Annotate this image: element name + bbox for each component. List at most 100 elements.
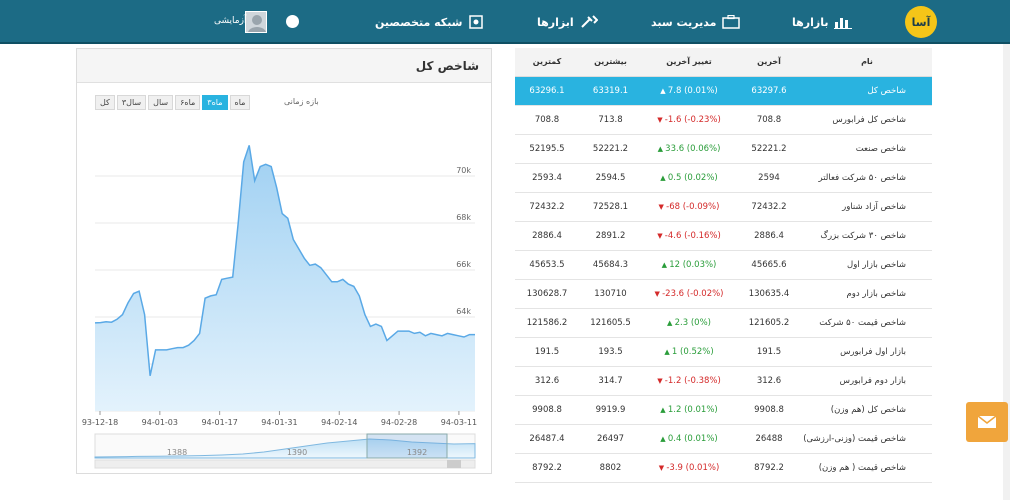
x-tick-label: 94-01-03 bbox=[142, 418, 178, 427]
y-tick-label: 70k bbox=[456, 166, 471, 175]
row-name: شاخص کل فرابورس bbox=[802, 105, 932, 135]
arrow-up-icon: ▲ bbox=[660, 173, 668, 182]
arrow-up-icon: ▲ bbox=[660, 405, 668, 414]
row-low: 45653.5 bbox=[515, 250, 579, 280]
x-tick-label: 94-02-28 bbox=[381, 418, 417, 427]
row-high: 713.8 bbox=[579, 105, 642, 135]
table-row[interactable]: شاخص قیمت ( هم وزن) 8792.2 ▼ -3.9 (0.01%) 8… bbox=[515, 453, 932, 483]
arrow-up-icon: ▲ bbox=[657, 144, 666, 153]
table-row[interactable]: شاخص قیمت ۵۰ شرکت 121605.2 ▲ 2.3 (0%) 12160… bbox=[515, 308, 932, 338]
range-button[interactable]: ماه bbox=[229, 95, 251, 110]
logo-text: آسا bbox=[911, 15, 931, 29]
row-change: ▲ 2.3 (0%) bbox=[642, 308, 736, 338]
nav-tools[interactable]: ابزارها bbox=[537, 0, 598, 44]
table-row[interactable]: شاخص آزاد شناور 72432.2 ▼ -68 (-0.09%) 7252… bbox=[515, 192, 932, 222]
table-row[interactable]: شاخص ۵۰ شرکت فعالتر 2594 ▲ 0.5 (0.02%) 2594… bbox=[515, 163, 932, 193]
table-row[interactable]: بازار اول فرابورس 191.5 ▲ 1 (0.52%) 193.5 19… bbox=[515, 337, 932, 367]
change-value: -1.6 (-0.23%) bbox=[664, 114, 721, 125]
table-row[interactable]: شاخص ۳۰ شرکت بزرگ 2886.4 ▼ -4.6 (-0.16%) 28… bbox=[515, 221, 932, 251]
page-scrollbar[interactable] bbox=[1003, 44, 1010, 500]
range-button[interactable]: ۶ماه bbox=[175, 95, 201, 110]
table-row[interactable]: شاخص صنعت 52221.2 ▲ 33.6 (0.06%) 52221.2 521… bbox=[515, 134, 932, 164]
change-value: 33.6 (0.06%) bbox=[665, 143, 721, 154]
table-row[interactable]: شاخص کل فرابورس 708.8 ▼ -1.6 (-0.23%) 713.8… bbox=[515, 105, 932, 135]
globe-icon[interactable] bbox=[286, 15, 299, 28]
nav-portfolio[interactable]: مدیریت سبد bbox=[651, 0, 741, 44]
row-name: شاخص کل bbox=[802, 76, 932, 106]
change-value: -4.6 (-0.16%) bbox=[664, 230, 721, 241]
navigator-label: 1388 bbox=[167, 448, 187, 457]
y-tick-label: 64k bbox=[456, 307, 471, 316]
arrow-up-icon: ▲ bbox=[667, 318, 675, 327]
table-row[interactable]: شاخص قیمت (وزنی-ارزشی) 26488 ▲ 0.4 (0.01%)… bbox=[515, 424, 932, 454]
table-row[interactable]: شاخص بازار اول 45665.6 ▲ 12 (0.03%) 45684.3… bbox=[515, 250, 932, 280]
row-last: 708.8 bbox=[736, 105, 802, 135]
change-value: 7.8 (0.01%) bbox=[667, 85, 718, 96]
user-label[interactable]: آزمایشی bbox=[214, 16, 247, 26]
row-change: ▼ -68 (-0.09%) bbox=[642, 192, 736, 222]
col-name-header[interactable]: نام bbox=[802, 48, 932, 77]
range-button[interactable]: کل bbox=[95, 95, 115, 110]
row-high: 8802 bbox=[579, 453, 642, 483]
feedback-button[interactable] bbox=[966, 402, 1008, 442]
index-chart[interactable]: 60k62k64k66k68k70k93-12-1894-01-0394-01-… bbox=[77, 109, 491, 473]
change-value: -68 (-0.09%) bbox=[666, 201, 720, 212]
row-change: ▲ 0.5 (0.02%) bbox=[642, 163, 736, 193]
navigator-scrollbar bbox=[94, 459, 476, 469]
nav-markets-label: بازارها bbox=[792, 15, 829, 29]
row-name: شاخص بازار اول bbox=[802, 250, 932, 280]
row-name: شاخص کل (هم وزن) bbox=[802, 395, 932, 425]
row-name: شاخص آزاد شناور bbox=[802, 192, 932, 222]
x-tick-label: 93-12-18 bbox=[82, 418, 118, 427]
row-name: بازار دوم فرابورس bbox=[802, 366, 932, 396]
change-value: 0.4 (0.01%) bbox=[667, 433, 718, 444]
change-value: -1.2 (-0.38%) bbox=[664, 375, 721, 386]
chart-header: شاخص کل bbox=[77, 49, 491, 83]
row-last: 191.5 bbox=[736, 337, 802, 367]
table-row[interactable]: شاخص بازار دوم 130635.4 ▼ -23.6 (-0.02%) 13… bbox=[515, 279, 932, 309]
chart-title: شاخص کل bbox=[415, 59, 479, 73]
table-header-row: نام آخرین تغییر آخرین بیشترین کمترین bbox=[515, 48, 932, 77]
row-low: 312.6 bbox=[515, 366, 579, 396]
row-name: شاخص قیمت ۵۰ شرکت bbox=[802, 308, 932, 338]
row-low: 8792.2 bbox=[515, 453, 579, 483]
row-low: 2886.4 bbox=[515, 221, 579, 251]
arrow-up-icon: ▲ bbox=[664, 347, 672, 356]
row-change: ▼ -4.6 (-0.16%) bbox=[642, 221, 736, 251]
range-button[interactable]: سال bbox=[148, 95, 174, 110]
row-low: 2593.4 bbox=[515, 163, 579, 193]
area-fill bbox=[95, 145, 475, 411]
arrow-down-icon: ▼ bbox=[658, 463, 667, 472]
arrow-up-icon: ▲ bbox=[661, 260, 670, 269]
change-value: 1 (0.52%) bbox=[671, 346, 714, 357]
range-button[interactable]: ۳ماه bbox=[202, 95, 228, 110]
row-change: ▲ 0.4 (0.01%) bbox=[642, 424, 736, 454]
series-line bbox=[94, 145, 475, 376]
table-row[interactable]: بازار دوم فرابورس 312.6 ▼ -1.2 (-0.38%) 314… bbox=[515, 366, 932, 396]
row-name: شاخص قیمت (وزنی-ارزشی) bbox=[802, 424, 932, 454]
col-last-header[interactable]: آخرین bbox=[736, 48, 802, 77]
row-last: 121605.2 bbox=[736, 308, 802, 338]
col-high-header[interactable]: بیشترین bbox=[579, 48, 642, 77]
row-low: 121586.2 bbox=[515, 308, 579, 338]
row-high: 2594.5 bbox=[579, 163, 642, 193]
row-change: ▲ 7.8 (0.01%) bbox=[642, 76, 736, 106]
row-high: 9919.9 bbox=[579, 395, 642, 425]
col-low-header[interactable]: کمترین bbox=[515, 48, 579, 77]
table-row[interactable]: شاخص کل (هم وزن) 9908.8 ▲ 1.2 (0.01%) 9919.… bbox=[515, 395, 932, 425]
table-row[interactable]: شاخص کل 63297.6 ▲ 7.8 (0.01%) 63319.1 63296.… bbox=[515, 76, 932, 106]
row-name: شاخص ۳۰ شرکت بزرگ bbox=[802, 221, 932, 251]
row-name: بازار اول فرابورس bbox=[802, 337, 932, 367]
user-avatar[interactable] bbox=[245, 11, 267, 33]
change-value: -23.6 (-0.02%) bbox=[662, 288, 724, 299]
arrow-down-icon: ▼ bbox=[657, 376, 665, 385]
row-last: 2886.4 bbox=[736, 221, 802, 251]
indices-table: نام آخرین تغییر آخرین بیشترین کمترین شاخ… bbox=[515, 48, 932, 483]
change-value: 12 (0.03%) bbox=[669, 259, 717, 270]
navigator-window bbox=[366, 433, 448, 459]
nav-markets[interactable]: بازارها bbox=[792, 0, 853, 44]
nav-experts[interactable]: شبکه متخصصین bbox=[375, 0, 483, 44]
site-logo[interactable]: آسا bbox=[905, 6, 937, 38]
col-change-header[interactable]: تغییر آخرین bbox=[642, 48, 736, 77]
range-button[interactable]: ۳سال bbox=[116, 95, 147, 110]
